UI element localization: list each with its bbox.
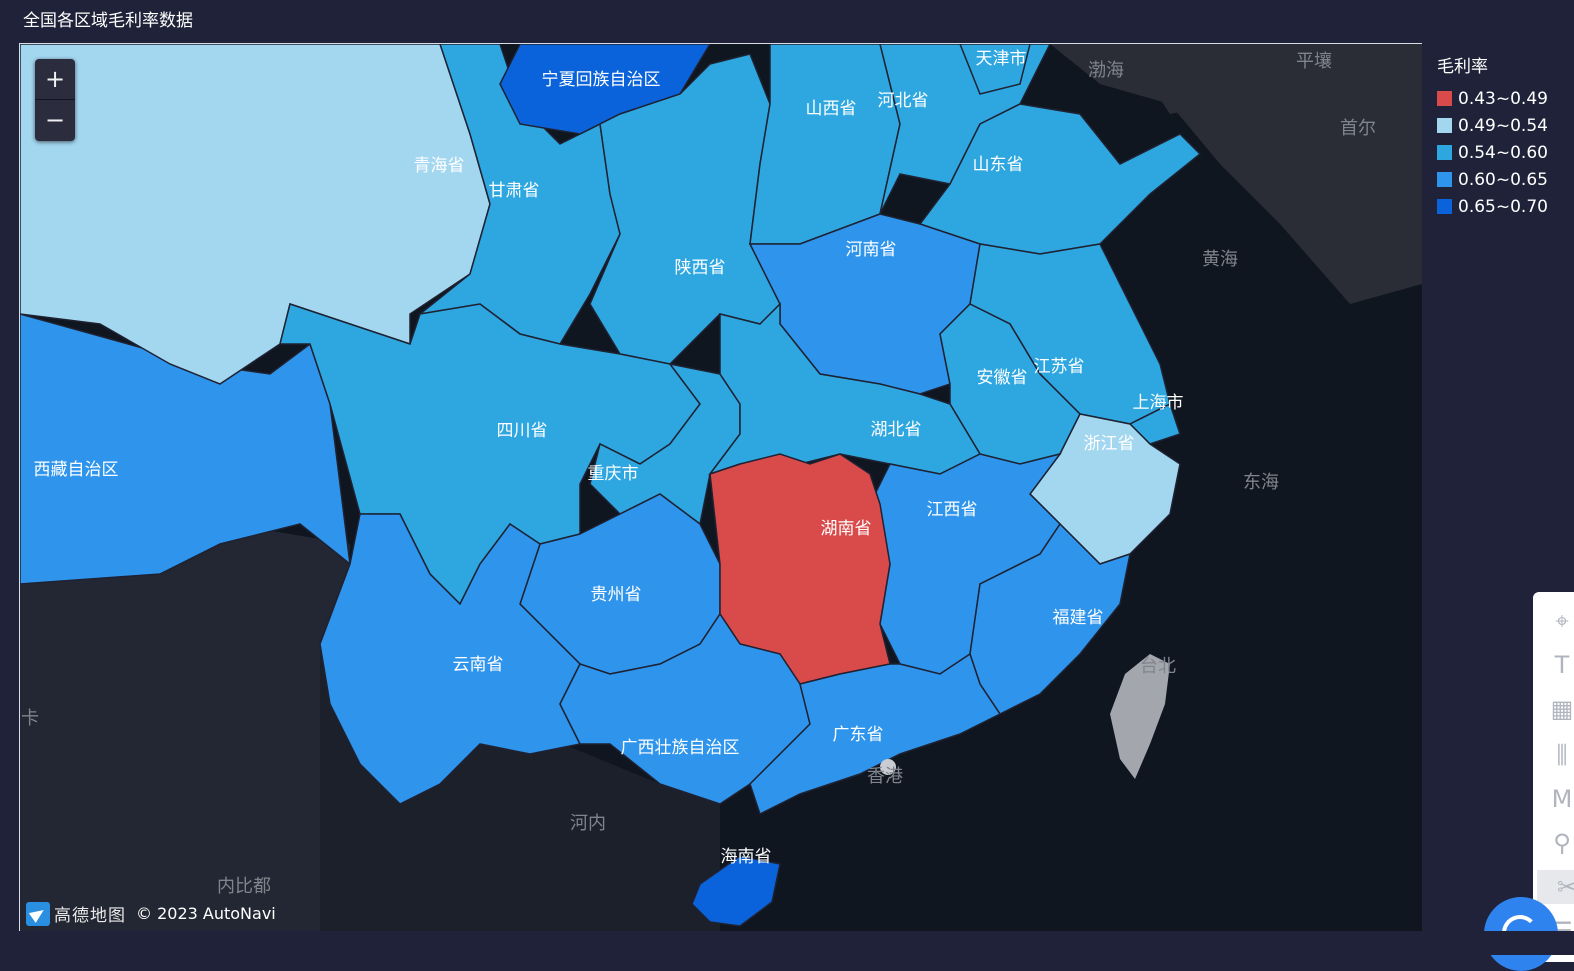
label-hong-kong: 香港	[867, 766, 903, 787]
label-henan: 河南省	[846, 240, 897, 260]
label-bohai: 渤海	[1088, 60, 1124, 81]
label-ningxia: 宁夏回族自治区	[542, 70, 661, 90]
label-yellow-sea: 黄海	[1202, 249, 1238, 270]
label-taipei: 台北	[1140, 656, 1176, 677]
legend-label: 0.65~0.70	[1458, 196, 1548, 217]
amap-brand: 高德地图	[54, 906, 126, 926]
label-seoul: 首尔	[1340, 118, 1376, 139]
label-shanghai: 上海市	[1133, 393, 1184, 413]
legend-swatch	[1437, 118, 1452, 133]
search-icon[interactable]: ⚲	[1553, 829, 1571, 857]
basemap-land-korea	[1050, 44, 1422, 304]
zoom-in-button[interactable]: +	[44, 65, 66, 93]
map-viewport[interactable]: 宁夏回族自治区 青海省 甘肃省 山西省 河北省 天津市 山东省 陕西省 河南省 …	[19, 43, 1422, 932]
legend-label: 0.43~0.49	[1458, 88, 1548, 109]
legend-item[interactable]: 0.43~0.49	[1437, 85, 1548, 112]
basemap-land-southwest	[20, 514, 350, 932]
scissors-icon[interactable]: ✂	[1537, 870, 1574, 904]
label-tibet: 西藏自治区	[34, 460, 119, 480]
legend-swatch	[1437, 91, 1452, 106]
region-taiwan	[1110, 654, 1170, 779]
zoom-divider	[35, 99, 75, 100]
legend-swatch	[1437, 145, 1452, 160]
crosshair-icon[interactable]: ⌖	[1555, 607, 1569, 635]
label-hanoi: 河内	[570, 813, 606, 834]
label-hainan: 海南省	[721, 847, 772, 867]
choropleth-map: 宁夏回族自治区 青海省 甘肃省 山西省 河北省 天津市 山东省 陕西省 河南省 …	[20, 44, 1422, 932]
legend-item[interactable]: 0.49~0.54	[1437, 112, 1548, 139]
table-icon[interactable]: ▦	[1550, 695, 1574, 723]
basemap-land-shandong-tip	[1150, 74, 1220, 114]
label-tianjin: 天津市	[976, 49, 1027, 69]
label-hubei: 湖北省	[871, 420, 922, 440]
marker-icon[interactable]: M	[1551, 785, 1573, 813]
legend-swatch	[1437, 172, 1452, 187]
label-yunnan: 云南省	[453, 655, 504, 675]
label-zhejiang: 浙江省	[1084, 434, 1135, 454]
copyright-text: © 2023 AutoNavi	[136, 904, 276, 923]
columns-icon[interactable]: ⫼	[1556, 741, 1568, 769]
zoom-control: + −	[35, 59, 75, 141]
legend-item[interactable]: 0.54~0.60	[1437, 139, 1548, 166]
label-shaanxi: 陕西省	[675, 258, 726, 278]
page-title: 全国各区域毛利率数据	[23, 11, 193, 31]
amap-logo-icon	[26, 901, 50, 926]
label-chongqing: 重庆市	[588, 464, 639, 484]
region-fujian[interactable]	[969, 522, 1131, 715]
legend-label: 0.54~0.60	[1458, 142, 1548, 163]
text-tool-icon[interactable]: T	[1554, 651, 1570, 679]
legend-title: 毛利率	[1437, 57, 1488, 77]
legend-item[interactable]: 0.60~0.65	[1437, 166, 1548, 193]
label-anhui: 安徽省	[977, 368, 1028, 388]
label-guizhou: 贵州省	[591, 585, 642, 605]
legend: 毛利率 0.43~0.49 0.49~0.54 0.54~0.60 0.60~0…	[1437, 52, 1548, 220]
label-sichuan: 四川省	[497, 421, 548, 441]
label-guangxi: 广西壮族自治区	[621, 738, 740, 758]
zoom-out-button[interactable]: −	[44, 106, 66, 134]
label-shanxi: 山西省	[806, 99, 857, 119]
label-gansu: 甘肃省	[489, 181, 540, 201]
label-jiangsu: 江苏省	[1034, 357, 1085, 377]
region-shanxi[interactable]	[749, 44, 901, 245]
bottom-bar	[0, 931, 1574, 955]
label-fujian: 福建省	[1053, 608, 1104, 628]
label-guangdong: 广东省	[833, 725, 884, 745]
label-pyongyang: 平壤	[1296, 51, 1332, 72]
hong-kong-marker	[880, 759, 896, 775]
label-shandong: 山东省	[973, 155, 1024, 175]
label-left-edge: 卡	[21, 708, 39, 729]
legend-label: 0.49~0.54	[1458, 115, 1548, 136]
label-naypyidaw: 内比都	[217, 876, 271, 897]
label-jiangxi: 江西省	[927, 500, 978, 520]
legend-label: 0.60~0.65	[1458, 169, 1548, 190]
region-tianjin[interactable]	[959, 44, 1031, 95]
label-hebei: 河北省	[878, 91, 929, 111]
map-attribution: 高德地图 © 2023 AutoNavi	[26, 901, 276, 926]
label-east-sea: 东海	[1243, 472, 1279, 493]
legend-swatch	[1437, 199, 1452, 214]
region-guangdong[interactable]	[749, 652, 1002, 816]
region-hainan[interactable]	[691, 855, 781, 927]
label-qinghai: 青海省	[414, 156, 465, 176]
legend-item[interactable]: 0.65~0.70	[1437, 193, 1548, 220]
label-hunan: 湖南省	[821, 519, 872, 539]
